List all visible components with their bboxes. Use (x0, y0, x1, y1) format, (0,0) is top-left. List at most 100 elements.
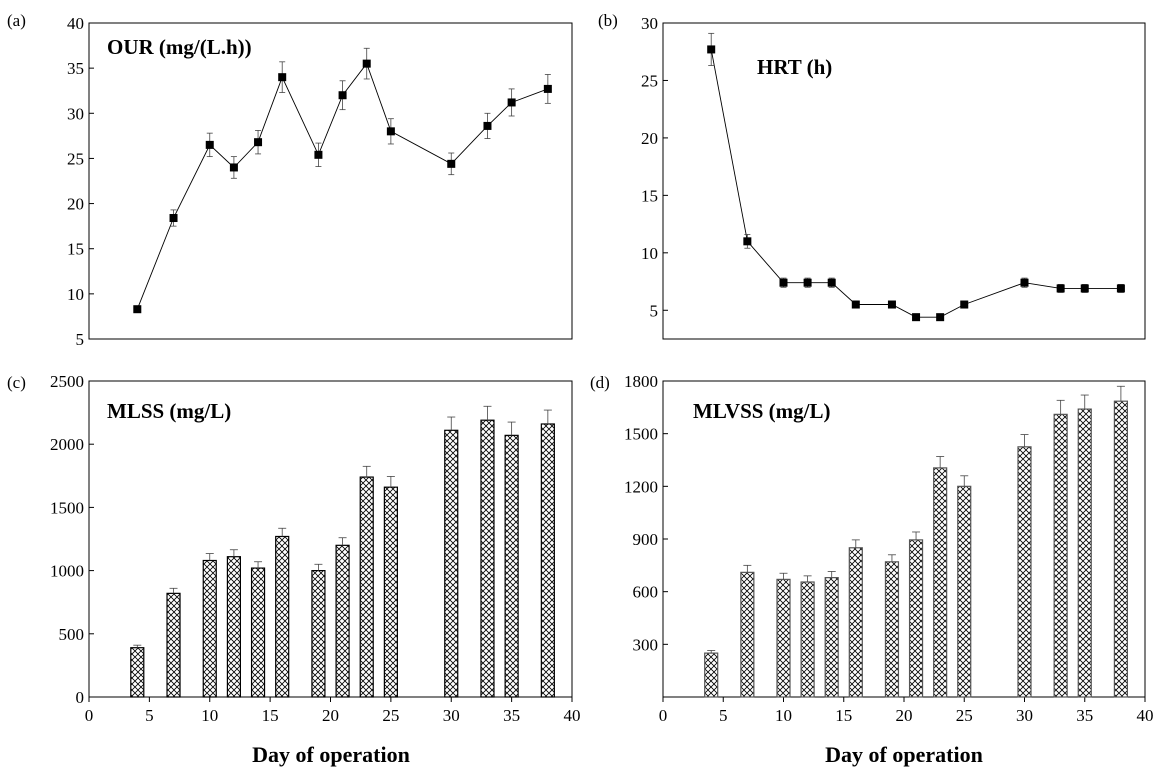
panel-d-title: MLVSS (mg/L) (693, 399, 831, 423)
panel-c-bar (226, 556, 241, 698)
panel-b-data-point (827, 278, 836, 287)
panel-d-bar (824, 577, 839, 698)
panel-b-y-tick-label: 15 (641, 186, 658, 205)
panel-d-bar (848, 547, 863, 698)
panel-a-data-point (314, 150, 323, 159)
panel-c-x-tick-label: 35 (503, 706, 520, 725)
panel-d-x-tick-label: 0 (659, 706, 668, 725)
panel-c-y-tick-label: 1000 (50, 562, 84, 581)
panel-a-frame (88, 22, 573, 340)
panel-d-y-tick-label: 300 (633, 635, 659, 654)
panel-d-y-tick-label: 1200 (624, 477, 658, 496)
panel-a-y-tick-label: 5 (76, 330, 85, 349)
panel-d-y-axis: 300 600 900 1200 1500 1800 (624, 372, 668, 654)
panel-b-title: HRT (h) (757, 55, 832, 79)
panel-d-frame (662, 380, 1146, 698)
panel-a-data-point (205, 140, 214, 149)
panel-d-bar (1077, 408, 1092, 698)
panel-c-x-axis: 0 5 10 15 20 25 30 35 40 (85, 697, 581, 725)
panel-d-x-axis: 0 5 10 15 20 25 30 35 40 (659, 697, 1154, 725)
panel-d-letter: (d) (590, 373, 610, 392)
panel-b-marks (707, 32, 1125, 322)
panel-a-data-point (386, 127, 395, 136)
panel-c-bar (311, 569, 326, 698)
panel-d-x-tick-label: 20 (896, 706, 913, 725)
panel-a-data-point (338, 91, 347, 100)
panel-d-x-tick-label: 5 (719, 706, 728, 725)
panel-c-bar (130, 647, 145, 698)
panel-a-data-point (254, 138, 263, 147)
panel-c-x-tick-label: 15 (262, 706, 279, 725)
panel-a-letter: (a) (7, 11, 26, 30)
panel-a-y-axis: 5 10 15 20 25 30 35 40 (67, 14, 94, 349)
panel-b-data-point (1020, 278, 1029, 287)
panel-d-y-tick-label: 600 (633, 583, 659, 602)
panel-d-x-axis-label: Day of operation (825, 742, 983, 767)
panel-c-bar (540, 423, 555, 698)
panel-c-y-tick-label: 1500 (50, 498, 84, 517)
panel-b-data-point (887, 300, 896, 309)
panel-d-bar (740, 571, 755, 698)
panel-d-x-tick-label: 15 (835, 706, 852, 725)
panel-d-bar (1053, 413, 1068, 698)
panel-c-x-tick-label: 30 (443, 706, 460, 725)
panel-c-bar (383, 486, 398, 698)
panel-d-bar (884, 561, 900, 698)
panel-d-y-tick-label: 900 (633, 530, 659, 549)
panel-c-bar (166, 592, 181, 698)
panel-d-bar (908, 539, 924, 698)
panel-a-y-tick-label: 10 (67, 285, 84, 304)
panel-d-bar (776, 578, 791, 698)
panel-d-y-tick-label: 1800 (624, 372, 658, 391)
panel-d-x-tick-label: 10 (775, 706, 792, 725)
panel-a-data-point (169, 214, 178, 223)
panel-c-y-tick-label: 2000 (50, 435, 84, 454)
panel-b-y-tick-label: 5 (650, 301, 659, 320)
panel-b-frame (662, 22, 1146, 340)
panel-d-y-tick-label: 1500 (624, 425, 658, 444)
panel-a-series-line (136, 62, 548, 310)
panel-a-data-point (229, 163, 238, 172)
panel-b-y-tick-label: 20 (641, 129, 658, 148)
panel-a-data-point (278, 73, 287, 82)
panel-b-data-point (803, 278, 812, 287)
panel-a-data-point (133, 305, 142, 314)
panel-c-bar (250, 567, 266, 698)
panel-b-y-tick-label: 25 (641, 71, 658, 90)
panel-b-data-point (743, 237, 752, 246)
panel-b-letter: (b) (598, 11, 618, 30)
panel-c-x-tick-label: 10 (201, 706, 218, 725)
panel-a-y-tick-label: 35 (67, 59, 84, 78)
panel-c-bar (359, 476, 374, 698)
panel-b-y-tick-label: 30 (641, 14, 658, 33)
panel-d-bar (1113, 400, 1129, 698)
panel-a-marks (133, 47, 552, 314)
panel-c-x-tick-label: 40 (564, 706, 581, 725)
panel-c-letter: (c) (7, 373, 26, 392)
panel-c-mlss: (c) MLSS (mg/L) 0 500 1000 1500 2000 2500 0 5 1… (7, 372, 581, 767)
panel-c-x-tick-label: 20 (322, 706, 339, 725)
panel-c-y-axis: 0 500 1000 1500 2000 2500 (50, 372, 94, 707)
panel-a-our: (a) OUR (mg/(L.h)) 5 10 15 20 25 30 35 40 (7, 11, 573, 349)
panel-c-bar (335, 544, 350, 698)
panel-c-y-tick-label: 0 (76, 688, 85, 707)
panel-c-bar (504, 434, 519, 698)
panel-b-data-point (1080, 284, 1089, 293)
panel-d-bar (800, 581, 815, 698)
panel-d-bar (933, 467, 948, 698)
panel-b-data-point (851, 300, 860, 309)
panel-d-x-tick-label: 40 (1137, 706, 1154, 725)
panel-c-x-axis-label: Day of operation (252, 742, 410, 767)
panel-a-y-tick-label: 40 (67, 14, 84, 33)
panel-c-bar (275, 535, 290, 698)
panel-d-x-tick-label: 35 (1076, 706, 1093, 725)
panel-a-data-point (507, 98, 516, 107)
panel-c-bar (480, 419, 495, 698)
panel-a-y-tick-label: 15 (67, 240, 84, 259)
panel-d-x-tick-label: 25 (956, 706, 973, 725)
panel-d-bar (957, 485, 972, 698)
panel-b-data-point (1056, 284, 1065, 293)
panel-c-title: MLSS (mg/L) (107, 399, 231, 423)
panel-c-bar (202, 559, 217, 698)
